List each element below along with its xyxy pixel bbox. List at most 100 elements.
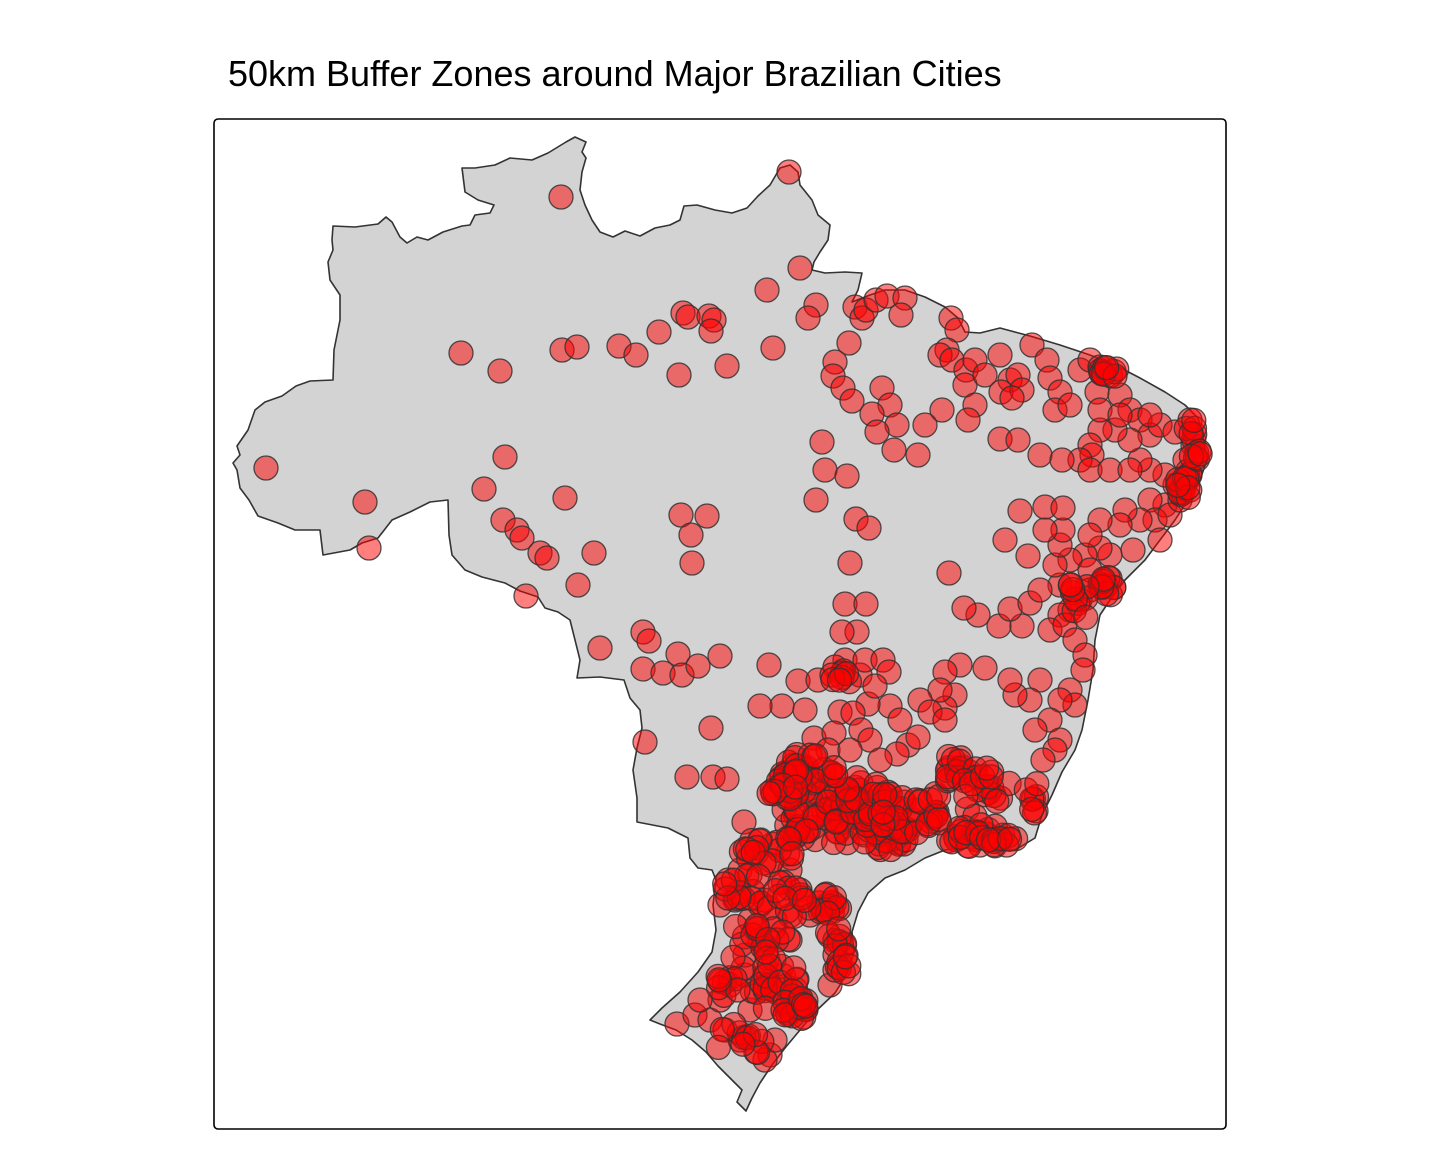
buffer-zone xyxy=(826,667,853,693)
buffer-zone xyxy=(972,655,998,681)
buffer-zone xyxy=(1050,495,1076,521)
buffer-zone xyxy=(987,342,1013,368)
buffer-zone xyxy=(1032,517,1058,543)
buffer-zone xyxy=(834,463,860,489)
buffer-zone xyxy=(698,715,724,741)
buffer-zone xyxy=(753,939,779,965)
buffer-zone xyxy=(1073,604,1099,630)
buffer-zone xyxy=(1094,354,1120,381)
buffer-zone xyxy=(932,707,958,733)
buffer-zone xyxy=(864,419,890,445)
buffer-zone xyxy=(867,747,893,773)
buffer-zone xyxy=(548,184,574,210)
buffer-zone xyxy=(687,987,713,1013)
buffer-zone xyxy=(668,502,694,528)
buffer-zone xyxy=(837,550,863,576)
buffer-zone xyxy=(929,397,955,423)
buffer-zone xyxy=(782,774,809,800)
buffer-zone xyxy=(471,476,497,502)
buffer-zone xyxy=(1070,657,1096,683)
buffer-zone xyxy=(754,277,780,303)
buffer-zone xyxy=(632,729,658,755)
buffer-zone xyxy=(769,693,795,719)
buffer-zone xyxy=(1027,667,1053,693)
buffer-zone xyxy=(1137,402,1163,428)
buffer-zone xyxy=(565,572,591,598)
buffer-zone xyxy=(787,255,813,281)
buffer-zone xyxy=(1049,447,1075,473)
buffer-zone xyxy=(776,159,802,185)
buffer-zone xyxy=(679,550,705,576)
buffer-zone xyxy=(760,335,786,361)
buffer-zone xyxy=(888,302,914,328)
buffer-zone xyxy=(448,340,474,366)
buffer-zone xyxy=(870,799,896,825)
buffer-zone xyxy=(829,619,855,645)
buffer-zone xyxy=(623,342,649,368)
buffer-zone xyxy=(1117,457,1143,483)
buffer-zone xyxy=(826,916,852,942)
buffer-zone xyxy=(666,362,692,388)
buffer-zone xyxy=(694,503,720,529)
buffer-zone xyxy=(881,437,907,463)
buffer-zone xyxy=(952,372,978,398)
buffer-zone xyxy=(587,635,613,661)
buffer-zone xyxy=(812,457,838,483)
buffer-zone xyxy=(1022,717,1048,743)
buffer-zone xyxy=(944,317,970,343)
buffer-zone xyxy=(791,887,818,914)
buffer-zone xyxy=(1077,522,1103,548)
buffer-zone xyxy=(887,707,913,733)
buffer-zone xyxy=(740,839,766,866)
buffer-zone xyxy=(802,743,829,769)
map-panel xyxy=(213,118,1227,1130)
buffer-zone xyxy=(779,841,805,867)
buffer-zone xyxy=(678,522,704,548)
buffer-zone xyxy=(951,595,977,621)
buffer-zone xyxy=(1165,472,1191,498)
buffer-zone xyxy=(1027,442,1053,468)
buffer-zone xyxy=(792,993,819,1019)
buffer-zone xyxy=(705,1034,732,1061)
buffer-zone xyxy=(832,944,858,970)
buffer-zone xyxy=(756,652,782,678)
buffer-zone xyxy=(1120,537,1146,563)
buffer-zone xyxy=(999,385,1025,411)
buffer-zone xyxy=(513,583,539,609)
buffer-zone xyxy=(706,967,732,993)
buffer-zone xyxy=(1027,577,1053,603)
buffer-zone xyxy=(927,677,953,703)
map-title: 50km Buffer Zones around Major Brazilian… xyxy=(228,53,1002,94)
buffer-zone xyxy=(492,444,518,470)
buffer-zone xyxy=(730,1031,756,1057)
buffer-zone xyxy=(1015,543,1041,569)
buffer-zone xyxy=(509,525,535,551)
buffer-zone xyxy=(974,755,1000,781)
buffer-zone xyxy=(646,319,672,345)
buffer-zone xyxy=(1057,572,1084,598)
buffer-zones-layer xyxy=(253,159,1213,1073)
buffer-zone xyxy=(685,653,711,679)
buffer-zone xyxy=(1187,441,1213,467)
buffer-zone xyxy=(636,628,662,654)
buffer-zone xyxy=(1019,796,1045,823)
buffer-zone xyxy=(781,955,807,981)
buffer-zone xyxy=(912,412,938,438)
buffer-zone xyxy=(836,330,862,356)
buffer-zone xyxy=(1047,687,1073,713)
buffer-zone xyxy=(747,693,773,719)
buffer-zone xyxy=(674,764,700,790)
buffer-zone xyxy=(992,527,1018,553)
buffer-zone xyxy=(714,766,740,792)
buffer-zone xyxy=(997,667,1023,693)
buffer-zone xyxy=(1024,771,1050,797)
buffer-zone xyxy=(809,429,835,455)
buffer-zone xyxy=(803,487,829,513)
buffer-zone xyxy=(905,724,931,750)
buffer-zone xyxy=(839,388,865,414)
buffer-zone xyxy=(534,545,560,571)
buffer-zone xyxy=(714,353,740,379)
buffer-zone xyxy=(792,697,818,723)
buffer-zone xyxy=(856,515,882,541)
